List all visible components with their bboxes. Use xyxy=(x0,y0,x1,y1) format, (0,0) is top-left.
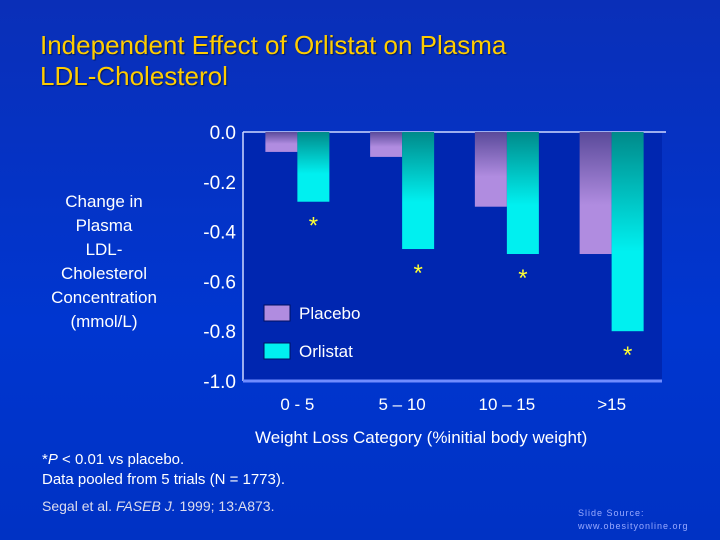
source-line1: Slide Source: xyxy=(578,508,645,518)
bar-placebo xyxy=(265,132,298,152)
citation-journal: FASEB J. xyxy=(115,498,176,514)
x-tick-label: 0 - 5 xyxy=(280,395,314,414)
citation: Segal et al. FASEB J. 1999; 13:A873. xyxy=(42,498,274,514)
legend-swatch-orlistat xyxy=(263,342,291,360)
y-axis-label-line: LDL- xyxy=(85,240,123,259)
footnote-star: * xyxy=(42,451,48,468)
slide-title: Independent Effect of Orlistat on Plasma… xyxy=(40,30,506,92)
footnote-p: P xyxy=(47,451,58,468)
title-line-2: LDL-Cholesterol xyxy=(40,61,228,91)
y-tick-label: -0.6 xyxy=(203,272,236,293)
y-axis-label-line: Change in xyxy=(65,192,143,211)
legend-swatch-placebo xyxy=(263,304,291,322)
y-tick-label: -0.4 xyxy=(203,223,236,244)
significance-marker: * xyxy=(309,213,318,240)
y-axis-label-line: Cholesterol xyxy=(61,264,147,283)
bar-placebo xyxy=(579,132,612,255)
bar-orlistat xyxy=(611,132,644,332)
x-tick-label: 5 – 10 xyxy=(378,395,425,414)
bar-orlistat xyxy=(402,132,435,250)
y-axis-label: Change in Plasma LDL- Cholesterol Concentrat… xyxy=(36,190,172,334)
footnote-text: < 0.01 vs placebo. xyxy=(57,451,185,468)
significance-marker: * xyxy=(518,265,527,292)
bar-placebo xyxy=(474,132,507,207)
citation-rest: 1999; 13:A873. xyxy=(175,498,275,514)
footnote: *P < 0.01 vs placebo. Data pooled from 5… xyxy=(42,450,285,490)
source-line2: www.obesityonline.org xyxy=(578,521,689,531)
y-axis-label-line: Plasma xyxy=(75,216,133,235)
significance-marker: * xyxy=(623,342,632,369)
citation-authors: Segal et al. xyxy=(42,498,116,514)
bar-orlistat xyxy=(506,132,539,255)
slide-source: Slide Source: www.obesityonline.org xyxy=(578,507,689,533)
significance-marker: * xyxy=(413,260,422,287)
y-tick-label: -0.2 xyxy=(203,173,236,194)
y-axis-label-line: (mmol/L) xyxy=(70,312,138,331)
x-tick-label: >15 xyxy=(597,395,626,414)
x-tick-label: 10 – 15 xyxy=(479,395,536,414)
y-tick-label: 0.0 xyxy=(210,123,236,144)
x-axis-label: Weight Loss Category (%initial body weig… xyxy=(255,428,588,447)
legend-label: Orlistat xyxy=(299,342,353,361)
bar-orlistat xyxy=(297,132,330,202)
footnote-line2: Data pooled from 5 trials (N = 1773). xyxy=(42,471,286,488)
y-tick-label: -0.8 xyxy=(203,322,236,343)
bar-placebo xyxy=(370,132,403,157)
y-tick-label: -1.0 xyxy=(203,372,236,393)
title-line-1: Independent Effect of Orlistat on Plasma xyxy=(40,30,507,60)
legend-label: Placebo xyxy=(299,304,360,323)
y-axis-label-line: Concentration xyxy=(51,288,157,307)
